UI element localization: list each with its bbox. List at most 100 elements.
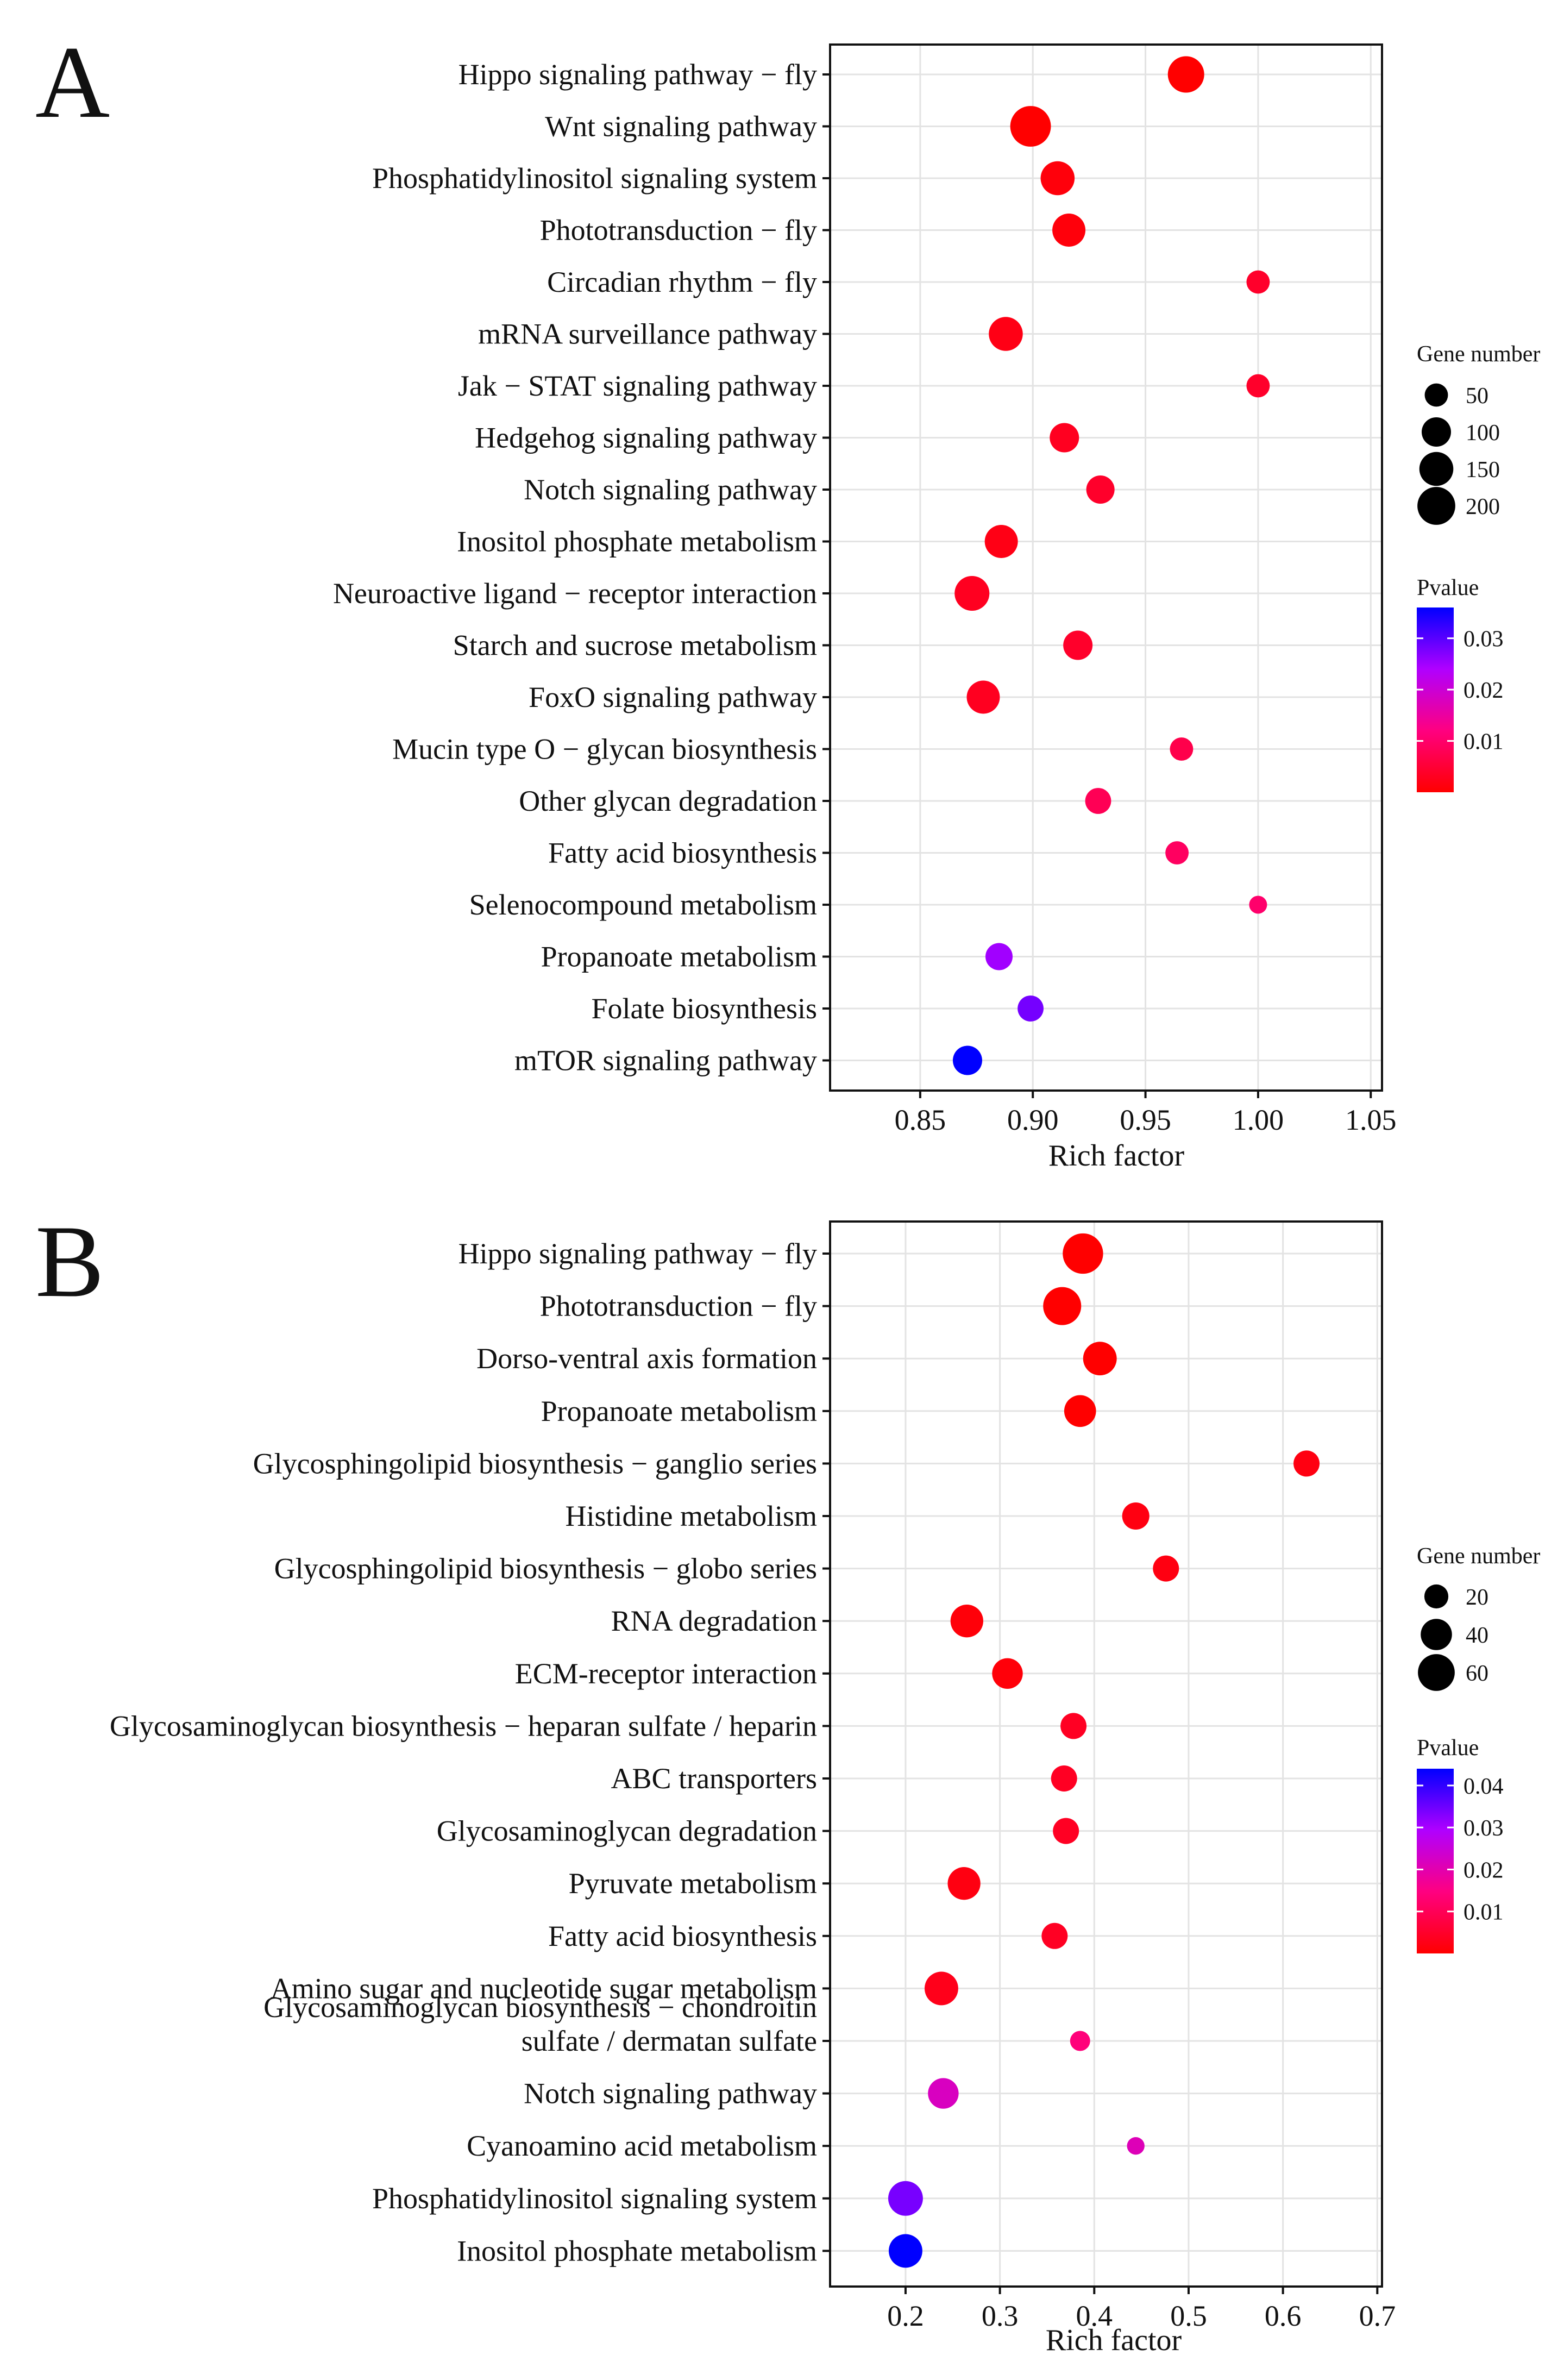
data-point	[924, 1971, 958, 2006]
color-legend-label: 0.02	[1463, 1858, 1504, 1883]
x-tick-label: 0.85	[895, 1104, 946, 1136]
data-point	[985, 943, 1013, 970]
y-tick-label: Phosphatidylinositol signaling system	[372, 162, 817, 195]
data-point	[984, 525, 1018, 558]
panel-a: A Hippo signaling pathway − fly Wnt signal…	[35, 26, 1540, 1173]
y-tick-label: Inositol phosphate metabolism	[457, 525, 817, 558]
panel-label: A	[35, 26, 110, 140]
size-legend-title: Gene number	[1417, 1544, 1540, 1569]
y-tick-label: mTOR signaling pathway	[514, 1044, 817, 1077]
data-point	[1249, 895, 1267, 914]
color-legend-title: Pvalue	[1417, 1736, 1479, 1761]
y-tick-label: Folate biosynthesis	[592, 992, 818, 1025]
y-tick-label: ABC transporters	[611, 1762, 817, 1795]
y-tick-label: Neuroactive ligand − receptor interactio…	[333, 577, 817, 610]
y-tick-label: Notch signaling pathway	[524, 473, 817, 506]
x-tick-label: 1.05	[1345, 1104, 1397, 1136]
color-legend-label: 0.03	[1463, 1816, 1504, 1841]
y-tick-label: Amino sugar and nucleotide sugar metabol…	[271, 1972, 817, 2005]
x-tick-label: 0.6	[1265, 2300, 1302, 2332]
color-legend-label: 0.03	[1463, 627, 1504, 652]
y-tick-label: Hippo signaling pathway − fly	[458, 58, 817, 91]
y-tick-label: Inositol phosphate metabolism	[457, 2234, 817, 2267]
y-tick-label: Glycosaminoglycan degradation	[437, 1815, 817, 1847]
data-point	[888, 2181, 923, 2216]
y-tick-label: FoxO signaling pathway	[529, 681, 817, 713]
data-point	[1085, 788, 1111, 814]
data-point	[966, 680, 1000, 714]
data-point	[1064, 1395, 1096, 1427]
y-tick-label: Fatty acid biosynthesis	[548, 1920, 817, 1952]
data-point	[1246, 374, 1270, 398]
y-tick-label: Glycosphingolipid biosynthesis − ganglio…	[253, 1447, 817, 1480]
data-point	[1170, 737, 1194, 761]
x-tick-label: 0.3	[982, 2300, 1019, 2332]
data-point	[1043, 1287, 1082, 1325]
y-tick-label: Glycosaminoglycan biosynthesis − heparan…	[110, 1709, 817, 1742]
x-axis-label: Rich factor	[1048, 1139, 1185, 1173]
y-tick-label: Propanoate metabolism	[541, 1395, 817, 1427]
color-legend-title: Pvalue	[1417, 575, 1479, 600]
data-point	[952, 1045, 982, 1075]
y-tick-label: Glycosphingolipid biosynthesis − globo s…	[274, 1552, 817, 1585]
x-tick-label: 0.4	[1076, 2300, 1113, 2332]
size-legend-dot	[1417, 487, 1455, 525]
data-point	[1041, 1922, 1068, 1949]
y-tick-label: Jak − STAT signaling pathway	[458, 369, 817, 402]
size-legend-label: 150	[1466, 458, 1500, 483]
size-legend-label: 20	[1466, 1585, 1488, 1610]
x-tick-label: 0.95	[1120, 1104, 1171, 1136]
size-legend-label: 200	[1466, 494, 1500, 519]
y-tick-label: Hedgehog signaling pathway	[475, 422, 817, 454]
data-point	[1063, 1233, 1103, 1274]
y-tick-label: Mucin type O − glycan biosynthesis	[392, 733, 817, 766]
data-point	[1122, 1502, 1150, 1530]
y-tick-label: Pyruvate metabolism	[569, 1867, 817, 1900]
data-point	[947, 1867, 981, 1900]
x-axis-label: Rich factor	[1046, 2323, 1182, 2357]
data-point	[992, 1658, 1023, 1689]
data-point	[1246, 270, 1270, 294]
color-legend-bar	[1417, 1769, 1454, 1953]
size-legend-label: 60	[1466, 1661, 1488, 1686]
data-point	[1070, 2031, 1090, 2051]
data-point	[1050, 423, 1079, 453]
data-point	[1052, 214, 1086, 247]
y-tick-label: Wnt signaling pathway	[545, 110, 817, 143]
y-tick-label: Glycosaminoglycan biosynthesis − chondro…	[263, 1991, 817, 2024]
data-point	[950, 1605, 983, 1638]
color-legend-bar	[1417, 607, 1454, 792]
size-legend-label: 100	[1466, 421, 1500, 446]
size-legend-label: 50	[1466, 384, 1488, 409]
color-legend-label: 0.01	[1463, 1900, 1504, 1925]
color-legend-label: 0.04	[1463, 1774, 1504, 1799]
y-tick-label: Notch signaling pathway	[524, 2077, 817, 2110]
y-tick-label: Histidine metabolism	[566, 1500, 817, 1532]
size-legend-dot	[1424, 1584, 1449, 1609]
y-tick-label: Phototransduction − fly	[540, 214, 817, 247]
panel-label: B	[35, 1205, 104, 1319]
color-legend-label: 0.02	[1463, 678, 1504, 703]
size-legend-dot	[1421, 1619, 1452, 1650]
data-point	[1153, 1555, 1179, 1582]
data-point	[1053, 1818, 1079, 1844]
panel-b: B Hippo signaling pathway − fly Phototrans…	[35, 1205, 1540, 2357]
size-legend-label: 40	[1466, 1623, 1488, 1648]
y-tick-label: Cyanoamino acid metabolism	[467, 2130, 817, 2162]
x-tick-label: 0.7	[1359, 2300, 1396, 2332]
y-tick-label: RNA degradation	[611, 1605, 817, 1637]
y-tick-label: Phosphatidylinositol signaling system	[372, 2182, 817, 2215]
y-tick-label: Hippo signaling pathway − fly	[458, 1237, 817, 1270]
y-tick-label: Starch and sucrose metabolism	[453, 629, 817, 662]
y-tick-label: Other glycan degradation	[519, 785, 817, 817]
data-point	[1083, 1342, 1117, 1376]
data-point	[888, 2234, 922, 2268]
y-tick-label: Circadian rhythm − fly	[547, 266, 817, 298]
size-legend-dot	[1418, 1654, 1455, 1691]
grid	[830, 45, 1382, 1091]
data-point	[1167, 56, 1204, 93]
x-tick-label: 0.90	[1007, 1104, 1059, 1136]
y-tick-label: mRNA surveillance pathway	[478, 318, 817, 350]
data-point	[1010, 106, 1051, 147]
